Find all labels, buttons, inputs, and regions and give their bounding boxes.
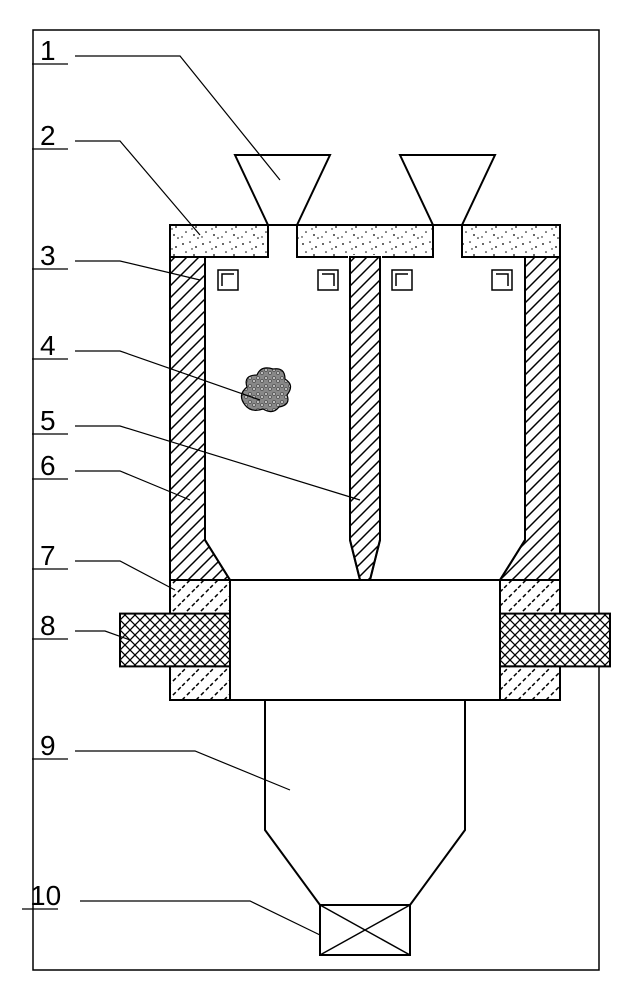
label-7: 7 xyxy=(40,540,56,571)
label-3: 3 xyxy=(40,240,56,271)
top-band-seg-0 xyxy=(170,225,268,257)
nozzle-0 xyxy=(218,270,238,290)
top-band-seg-2 xyxy=(462,225,560,257)
label-5: 5 xyxy=(40,405,56,436)
heater-8-left xyxy=(120,614,230,667)
schematic-diagram: 1 2 3 4 5 6 7 8 9 10 xyxy=(0,0,632,1000)
label-9: 9 xyxy=(40,730,56,761)
nozzle-3 xyxy=(492,270,512,290)
heater-8-right xyxy=(500,614,610,667)
heater-channel xyxy=(230,580,500,700)
nozzle-2 xyxy=(392,270,412,290)
label-2: 2 xyxy=(40,120,56,151)
center-divider xyxy=(350,257,380,580)
nozzle-1 xyxy=(318,270,338,290)
funnel-1 xyxy=(400,155,495,225)
funnel-0 xyxy=(235,155,330,225)
material-blob xyxy=(241,368,290,412)
label-8: 8 xyxy=(40,610,56,641)
label-10: 10 xyxy=(30,880,61,911)
top-band-seg-1 xyxy=(297,225,433,257)
label-4: 4 xyxy=(40,330,56,361)
sleeve-lower-left xyxy=(170,666,230,700)
sleeve-lower-right xyxy=(500,666,560,700)
label-1: 1 xyxy=(40,35,56,66)
label-6: 6 xyxy=(40,450,56,481)
